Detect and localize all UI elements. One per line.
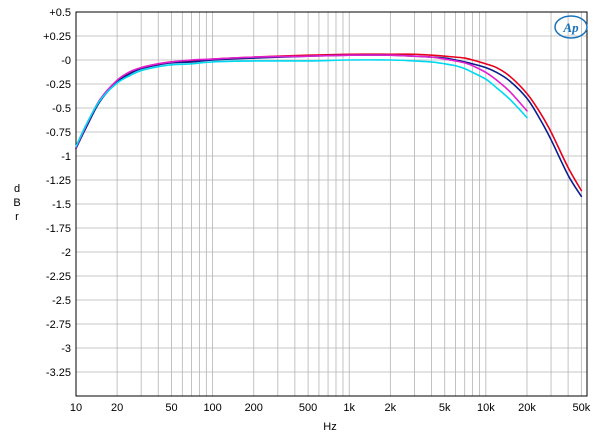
ap-logo-ring — [554, 15, 588, 39]
y-tick-label: -3 — [61, 343, 71, 355]
y-tick-label: -1.5 — [52, 199, 71, 211]
y-tick-label: -0.75 — [46, 127, 71, 139]
x-tick-label: 50 — [165, 402, 177, 414]
ap-logo-text: Ap — [562, 20, 579, 35]
x-tick-label: 10 — [70, 402, 82, 414]
series-line-2 — [75, 54, 583, 198]
y-tick-label: -1.75 — [46, 223, 71, 235]
x-tick-label: 20k — [518, 402, 536, 414]
x-tick-labels: 10 20 50 100 200 500 1k 2k 5k 10k 20k 50k — [70, 402, 591, 414]
y-tick-label: -0.25 — [46, 79, 71, 91]
grid — [75, 11, 587, 396]
y-tick-label: -0 — [61, 55, 71, 67]
y-tick-label: -2 — [61, 247, 71, 259]
y-tick-labels: +0.5 +0.25 -0 -0.25 -0.5 -0.75 -1 -1.25 -1.5 -1.7… — [43, 7, 71, 379]
x-tick-label: 2k — [385, 402, 397, 414]
x-axis-label: Hz — [323, 421, 336, 433]
x-tick-label: 100 — [203, 402, 221, 414]
y-tick-label: +0.5 — [49, 7, 71, 19]
y-tick-label: +0.25 — [43, 31, 71, 43]
x-tick-label: 500 — [299, 402, 317, 414]
x-tick-label: 5k — [439, 402, 451, 414]
y-tick-label: -3.25 — [46, 367, 71, 379]
x-tick-label: 20 — [111, 402, 123, 414]
x-tick-label: 200 — [245, 402, 263, 414]
series-lines — [75, 53, 583, 198]
series-line-1 — [75, 53, 583, 192]
x-tick-label: 1k — [343, 402, 355, 414]
ap-logo: Ap — [554, 15, 588, 39]
x-tick-label: 10k — [477, 402, 495, 414]
y-tick-label: -2.25 — [46, 271, 71, 283]
plot-frame — [75, 11, 588, 397]
y-tick-label: -2.75 — [46, 319, 71, 331]
y-tick-label: -2.5 — [52, 295, 71, 307]
y-tick-label: -1.25 — [46, 175, 71, 187]
series-line-3 — [75, 54, 528, 149]
series-line-4 — [75, 59, 528, 148]
x-tick-label: 50k — [572, 402, 590, 414]
y-tick-label: -1 — [61, 151, 71, 163]
y-tick-label: -0.5 — [52, 103, 71, 115]
